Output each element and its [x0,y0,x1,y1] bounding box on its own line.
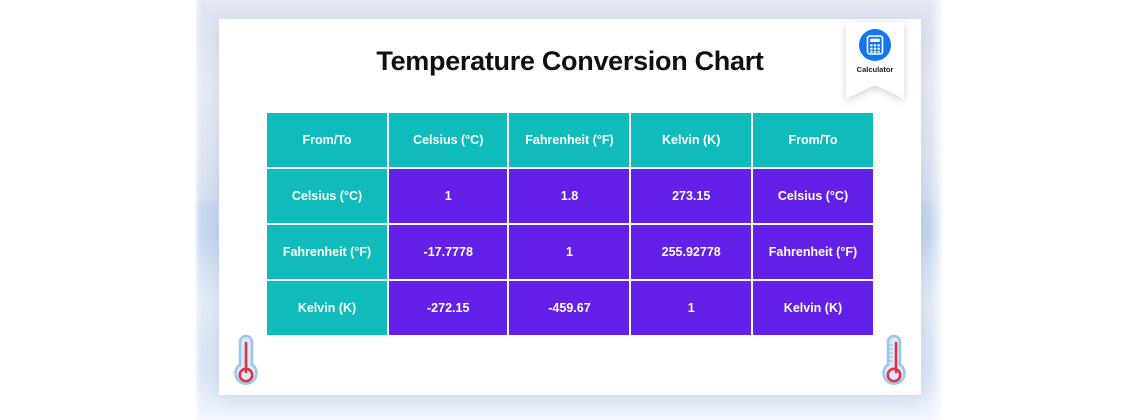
calculator-icon [859,29,891,61]
badge-body: Calculator [846,22,904,86]
background-fade-left [188,0,202,420]
cell-kelvin-kelvin: 1 [631,281,751,335]
cell-kelvin-celsius: -272.15 [388,281,508,335]
cell-celsius-fahrenheit: 1.8 [509,169,630,223]
table-row: Fahrenheit (°F) -17.7778 1 255.92778 Fah… [267,225,873,279]
chart-card: Temperature Conversion Chart [219,19,921,395]
table-row: Celsius (°C) 1 1.8 273.15 Celsius (°C) [267,169,873,223]
cell-celsius-kelvin: 273.15 [631,169,751,223]
thermometer-icon-right [877,331,911,391]
cell-kelvin-fahrenheit: -459.67 [509,281,630,335]
conversion-table: From/To Celsius (°C) Fahrenheit (°F) Kel… [265,111,875,337]
row-label-fahrenheit: Fahrenheit (°F) [267,225,387,279]
calculator-badge-label: Calculator [856,65,894,74]
column-header-kelvin: Kelvin (K) [631,113,751,167]
row-label-celsius: Celsius (°C) [267,169,387,223]
row-label-kelvin: Kelvin (K) [267,281,387,335]
calculator-badge[interactable]: Calculator [846,22,904,104]
badge-ribbon-tail [846,85,904,99]
table-header-row: From/To Celsius (°C) Fahrenheit (°F) Kel… [267,113,873,167]
thermometer-icon-left [229,331,263,391]
column-header-from-to-left: From/To [267,113,387,167]
cell-fahrenheit-fahrenheit: 1 [509,225,630,279]
cell-fahrenheit-kelvin: 255.92778 [631,225,751,279]
background-fade-right [930,0,946,420]
column-header-fahrenheit: Fahrenheit (°F) [509,113,630,167]
row-label-celsius-right: Celsius (°C) [752,169,873,223]
column-header-celsius: Celsius (°C) [388,113,508,167]
cell-celsius-celsius: 1 [388,169,508,223]
page-title: Temperature Conversion Chart [376,46,764,76]
column-header-from-to-right: From/To [752,113,873,167]
cell-fahrenheit-celsius: -17.7778 [388,225,508,279]
table-row: Kelvin (K) -272.15 -459.67 1 Kelvin (K) [267,281,873,335]
row-label-fahrenheit-right: Fahrenheit (°F) [752,225,873,279]
row-label-kelvin-right: Kelvin (K) [752,281,873,335]
